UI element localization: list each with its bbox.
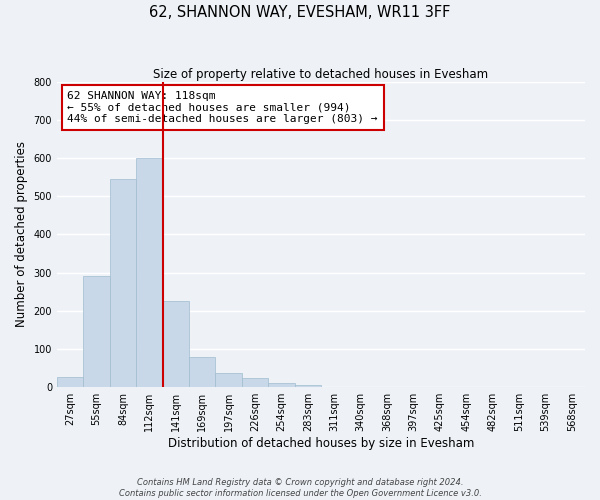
Bar (83, 276, 110, 387)
Bar (110, 179, 136, 387)
Bar (136, 158, 163, 387)
Title: Size of property relative to detached houses in Evesham: Size of property relative to detached ho… (154, 68, 488, 80)
X-axis label: Distribution of detached houses by size in Evesham: Distribution of detached houses by size … (168, 437, 474, 450)
Text: Contains HM Land Registry data © Crown copyright and database right 2024.
Contai: Contains HM Land Registry data © Crown c… (119, 478, 481, 498)
Bar (215, 372, 242, 387)
Bar (295, 386, 321, 387)
Text: 62 SHANNON WAY: 118sqm
← 55% of detached houses are smaller (994)
44% of semi-de: 62 SHANNON WAY: 118sqm ← 55% of detached… (67, 91, 378, 124)
Bar (268, 384, 295, 387)
Bar (189, 358, 215, 387)
Bar (57, 376, 83, 387)
Bar (242, 378, 268, 387)
Text: 62, SHANNON WAY, EVESHAM, WR11 3FF: 62, SHANNON WAY, EVESHAM, WR11 3FF (149, 5, 451, 20)
Y-axis label: Number of detached properties: Number of detached properties (15, 142, 28, 328)
Bar (163, 302, 189, 387)
